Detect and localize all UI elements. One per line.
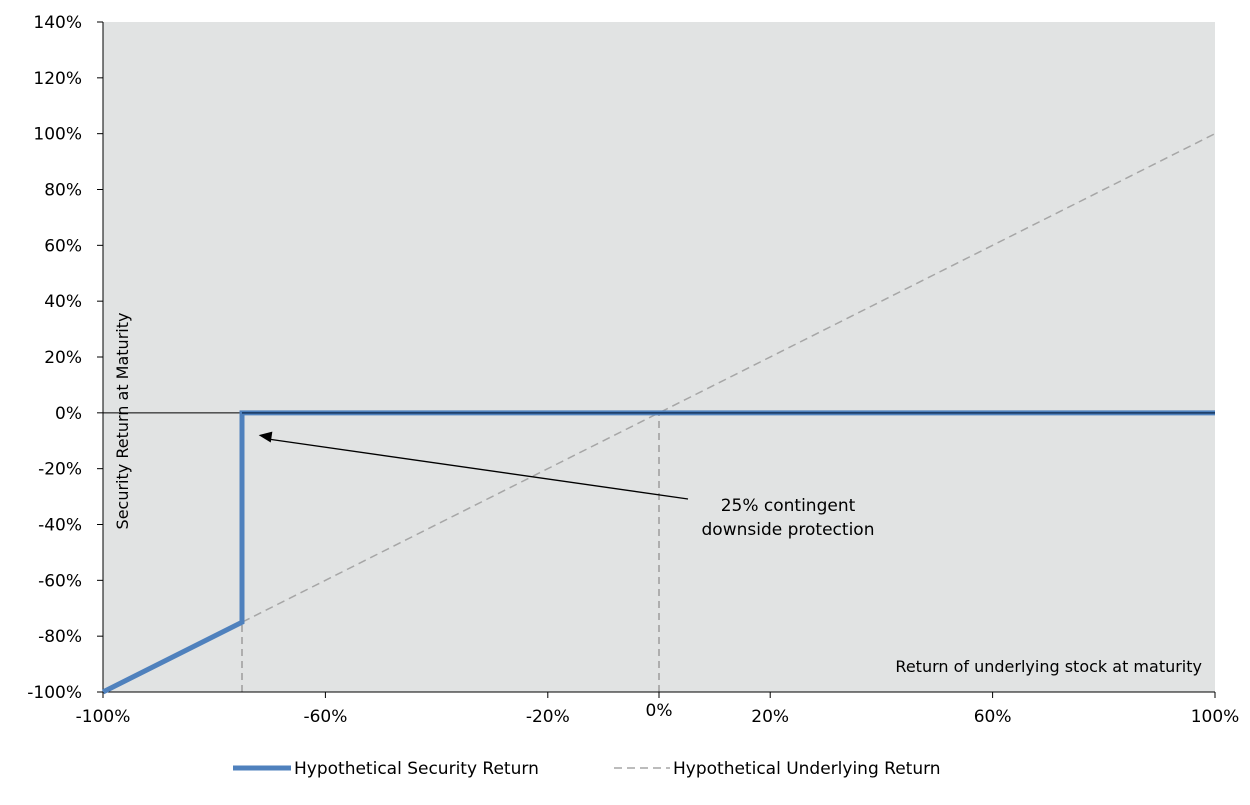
legend-label-security: Hypothetical Security Return [294,759,539,779]
y-tick-label: 20% [44,348,82,368]
y-tick-label: 80% [44,181,82,201]
annotation: 25% contingent downside protection [258,431,875,540]
y-tick-label: 140% [33,13,82,33]
series-lines [101,132,1216,695]
x-tick-label: 60% [974,707,1012,727]
x-tick-label: -60% [303,707,347,727]
x-tick-label: -20% [526,707,570,727]
annotation-arrowhead [258,431,273,443]
y-tick-label: -100% [27,683,82,703]
y-tick-label: -60% [38,571,82,591]
y-tick-label: 120% [33,69,82,89]
legend-label-underlying: Hypothetical Underlying Return [673,759,941,779]
y-axis-title: Security Return at Maturity [113,313,132,530]
y-tick-label: 60% [44,236,82,256]
legend: Hypothetical Security Return Hypothetica… [233,759,941,779]
y-tick-label: -20% [38,460,82,480]
x-axis-title: Return of underlying stock at maturity [895,657,1202,676]
x-tick-label: 20% [751,707,789,727]
y-tick-label: 100% [33,125,82,145]
annotation-arrow [268,438,689,500]
annotation-line-1: 25% contingent [721,496,856,516]
y-tick-label: -80% [38,627,82,647]
y-tick-label: -40% [38,516,82,536]
x-tick-label: 100% [1191,707,1240,727]
x-tick-label: 0% [646,701,673,721]
y-tick-label: 40% [44,292,82,312]
y-tick-label: 0% [55,404,82,424]
y-tick-labels: 140% 120% 100% 80% 60% 40% 20% 0% -20% -40% -60% -8… [27,13,103,703]
x-tick-labels: -100% -60% -20% 0% 20% 60% 100% [76,692,1240,727]
annotation-line-2: downside protection [702,520,875,540]
x-tick-label: -100% [76,707,131,727]
